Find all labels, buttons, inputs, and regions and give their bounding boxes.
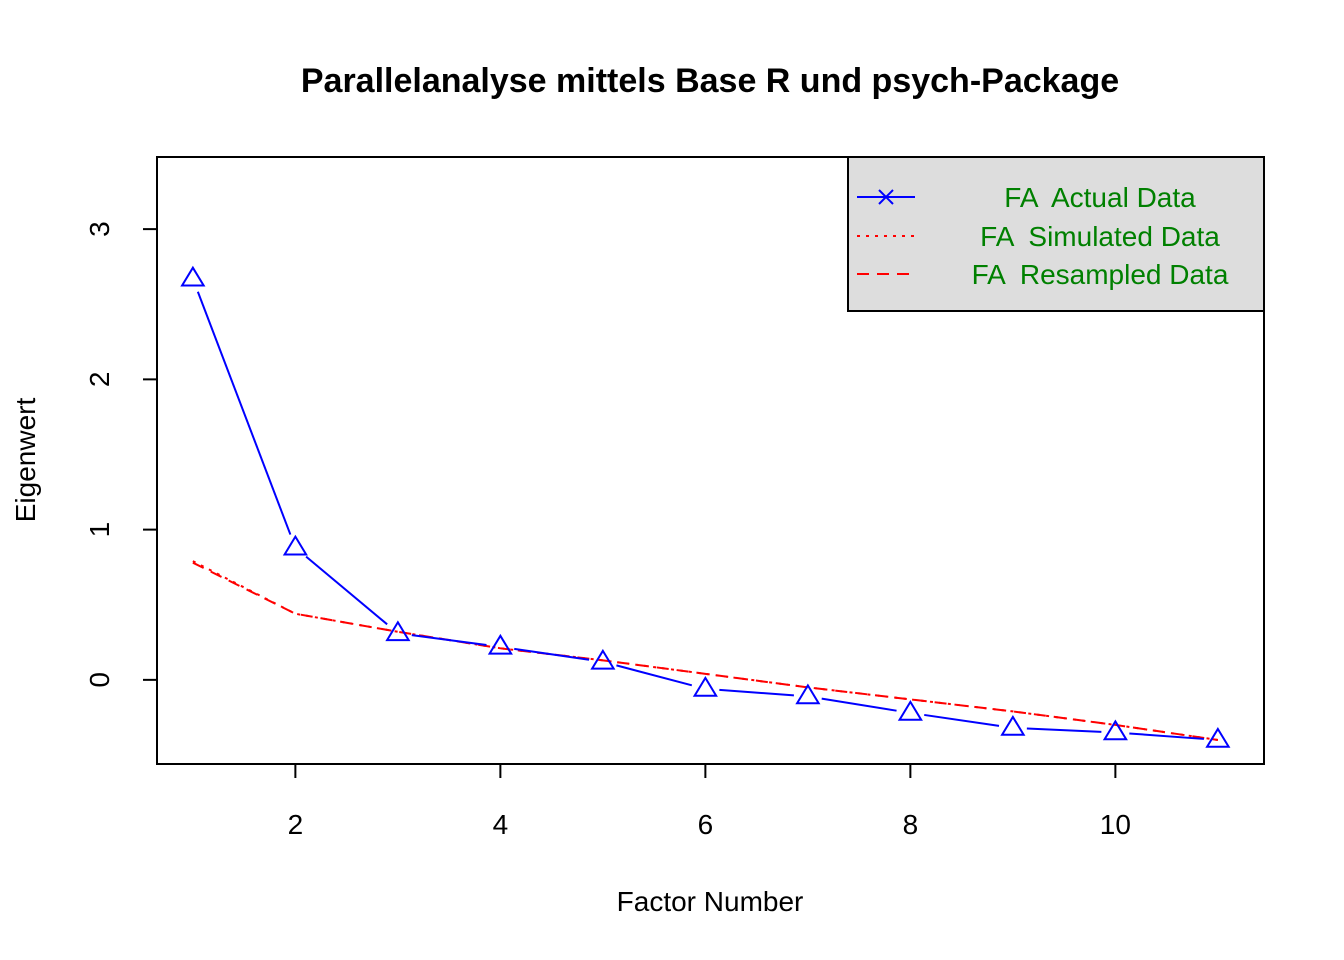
legend: FA Actual Data FA Simulated Data FA Resamp… — [847, 156, 1265, 312]
x-tick-label: 4 — [493, 809, 509, 840]
plot-area — [180, 265, 1231, 748]
axes: 2 4 6 8 10 0 1 2 3 — [84, 156, 1265, 840]
series-line-segment — [411, 634, 487, 646]
data-point-triangle — [1102, 719, 1128, 741]
data-point-triangle — [385, 620, 411, 642]
x-axis-label: Factor Number — [617, 886, 804, 917]
chart-title: Parallelanalyse mittels Base R und psych… — [301, 62, 1119, 100]
data-point-triangle — [1000, 715, 1026, 736]
data-point-triangle — [795, 683, 821, 705]
y-axis-label: Eigenwert — [10, 398, 41, 523]
data-point-triangle — [282, 534, 308, 556]
data-point-triangle — [180, 265, 206, 287]
series-line-segment — [924, 713, 1000, 727]
y-tick-label: 2 — [84, 372, 115, 388]
x-tick-label: 10 — [1100, 809, 1131, 840]
plot-frame — [156, 156, 1265, 765]
data-point-triangle — [487, 633, 513, 655]
data-point-triangle — [692, 675, 718, 697]
simulated-data-line — [192, 560, 1219, 741]
series-line-segment — [719, 688, 794, 697]
legend-label: FA Resampled Data — [972, 259, 1229, 290]
y-tick-label: 3 — [84, 221, 115, 237]
x-tick-label: 6 — [698, 809, 714, 840]
legend-x-marker — [878, 189, 894, 205]
series-line-segment — [305, 555, 388, 626]
x-tick-label: 2 — [288, 809, 304, 840]
series-line-segment — [616, 664, 693, 687]
data-point-triangle — [590, 648, 616, 670]
y-tick-label: 0 — [84, 672, 115, 688]
data-point-triangle — [897, 699, 923, 721]
legend-label: FA Actual Data — [1004, 182, 1196, 213]
series-line-segment — [1026, 727, 1102, 733]
legend-label: FA Simulated Data — [980, 221, 1220, 252]
series-line-segment — [514, 647, 590, 661]
series-line-segment — [196, 291, 292, 535]
data-point-triangle — [1205, 727, 1231, 748]
x-tick-label: 8 — [903, 809, 919, 840]
legend-box — [847, 156, 1265, 312]
series-line-segment — [1129, 732, 1204, 740]
series-line-segment — [821, 697, 897, 712]
resampled-data-line — [192, 561, 1219, 741]
y-tick-label: 1 — [84, 522, 115, 538]
